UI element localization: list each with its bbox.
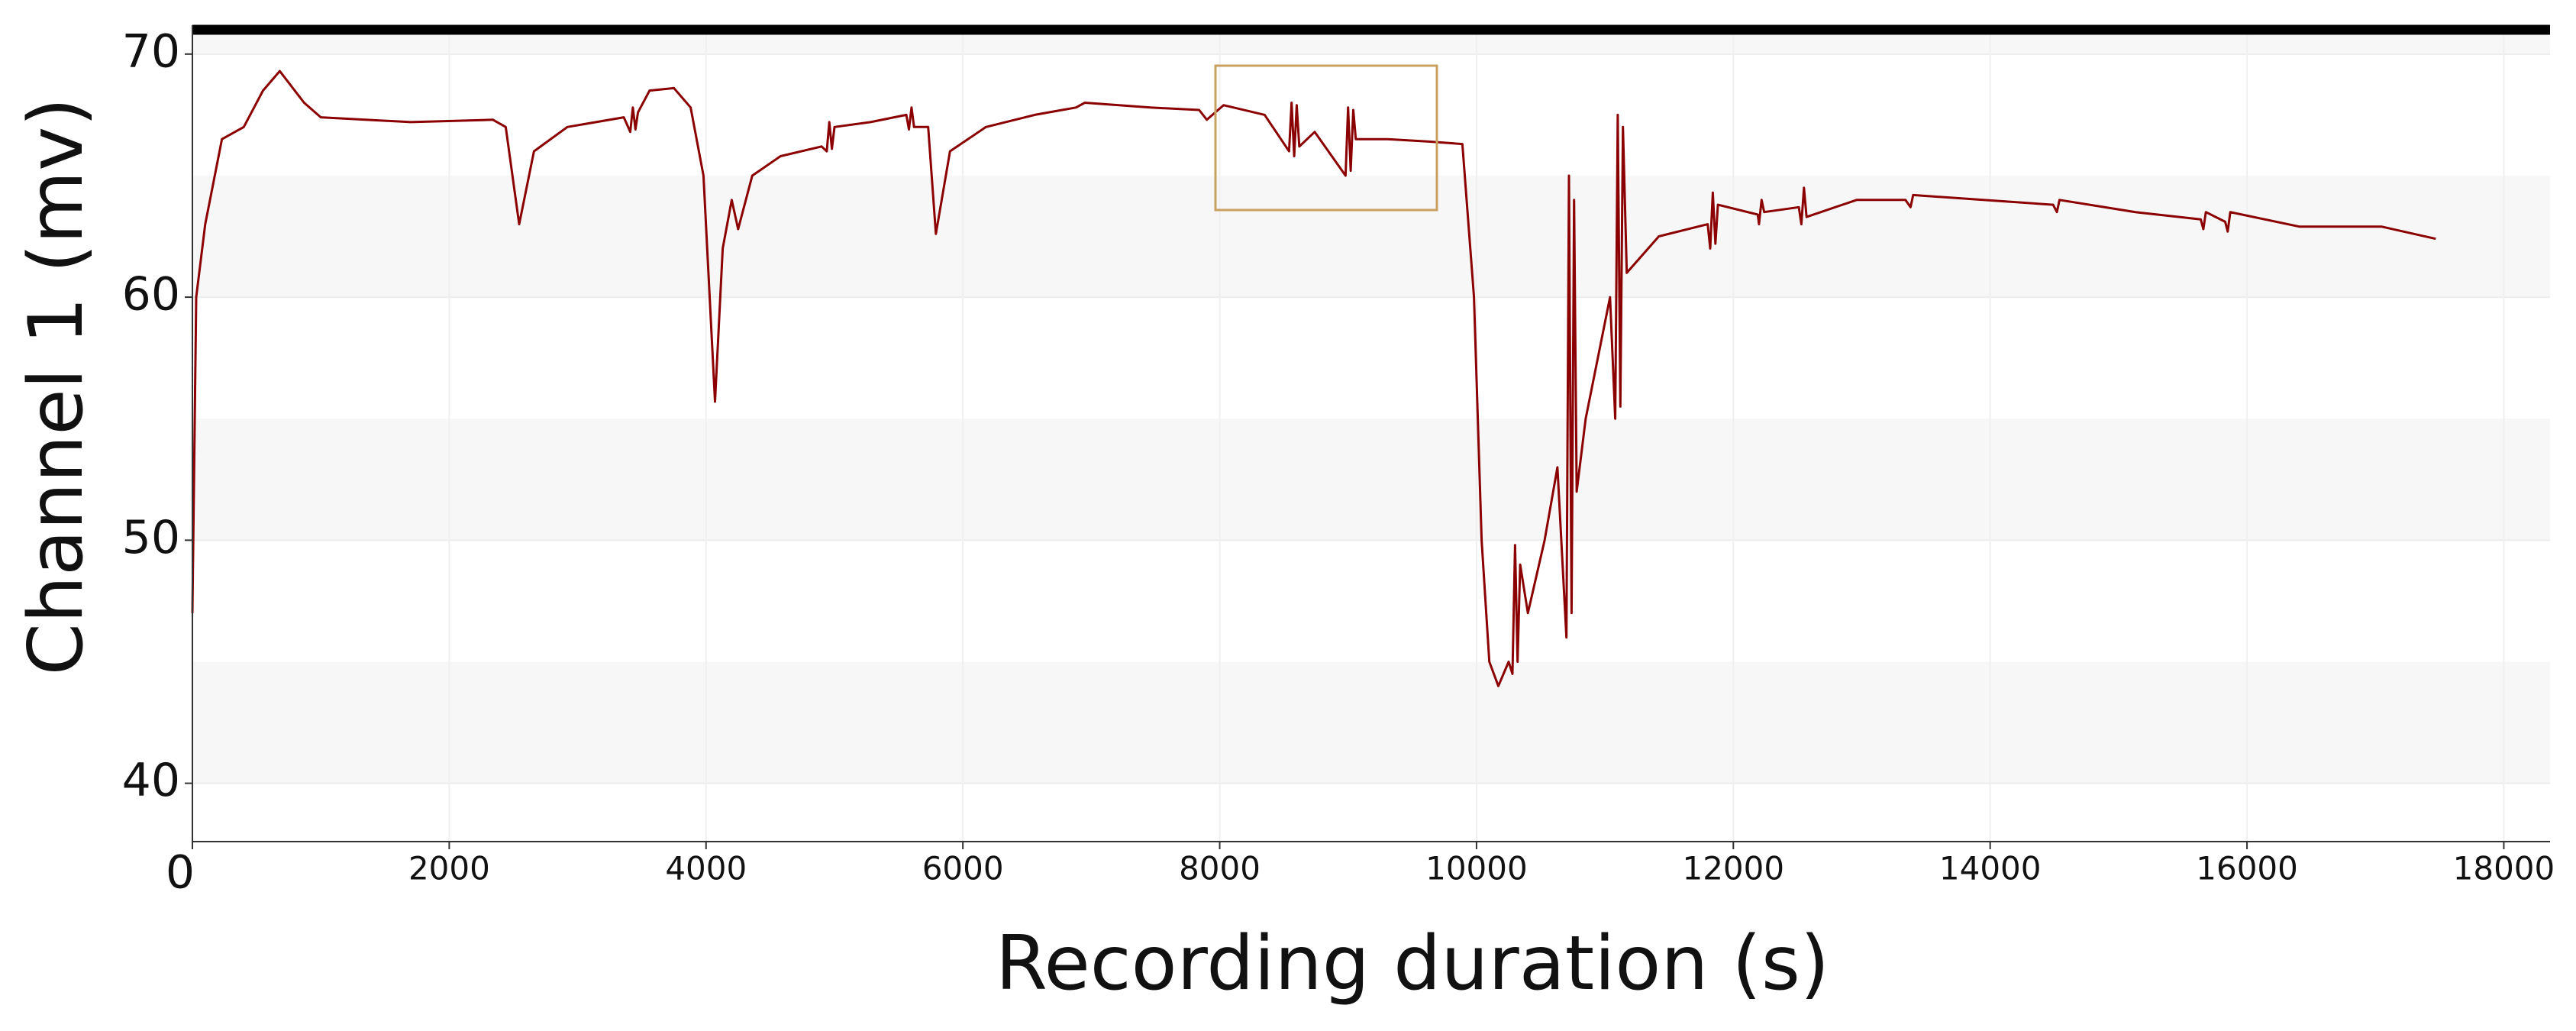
x-tick-label: 10000 <box>1425 850 1528 887</box>
y-tick-label: 40 <box>122 754 180 807</box>
data-line <box>191 69 2436 687</box>
y-tick-label: 60 <box>122 268 180 322</box>
x-tick-label: 0 <box>166 846 195 900</box>
x-tick-label: 4000 <box>665 850 747 887</box>
highlight-box <box>1214 64 1438 212</box>
y-tick-label: 70 <box>122 24 180 78</box>
x-tick-label: 8000 <box>1179 850 1261 887</box>
ticks: 40 50 60 70 0 2000 4000 6000 8000 10000 12000 14000… <box>122 24 2555 899</box>
band <box>192 419 2550 541</box>
data-lines <box>191 69 2436 687</box>
band <box>192 175 2550 298</box>
y-axis-title: Channel 1 (mv) <box>13 98 100 676</box>
x-tick-label: 6000 <box>922 850 1004 887</box>
x-tick-label: 14000 <box>1939 850 2042 887</box>
y-tick-label: 50 <box>122 511 180 564</box>
x-axis-title: Recording duration (s) <box>996 920 1829 1007</box>
band <box>192 661 2550 784</box>
x-tick-label: 16000 <box>2196 850 2298 887</box>
grid <box>192 30 2550 842</box>
x-tick-label: 18000 <box>2453 850 2555 887</box>
x-tick-label: 2000 <box>408 850 490 887</box>
x-tick-label: 12000 <box>1682 850 1784 887</box>
